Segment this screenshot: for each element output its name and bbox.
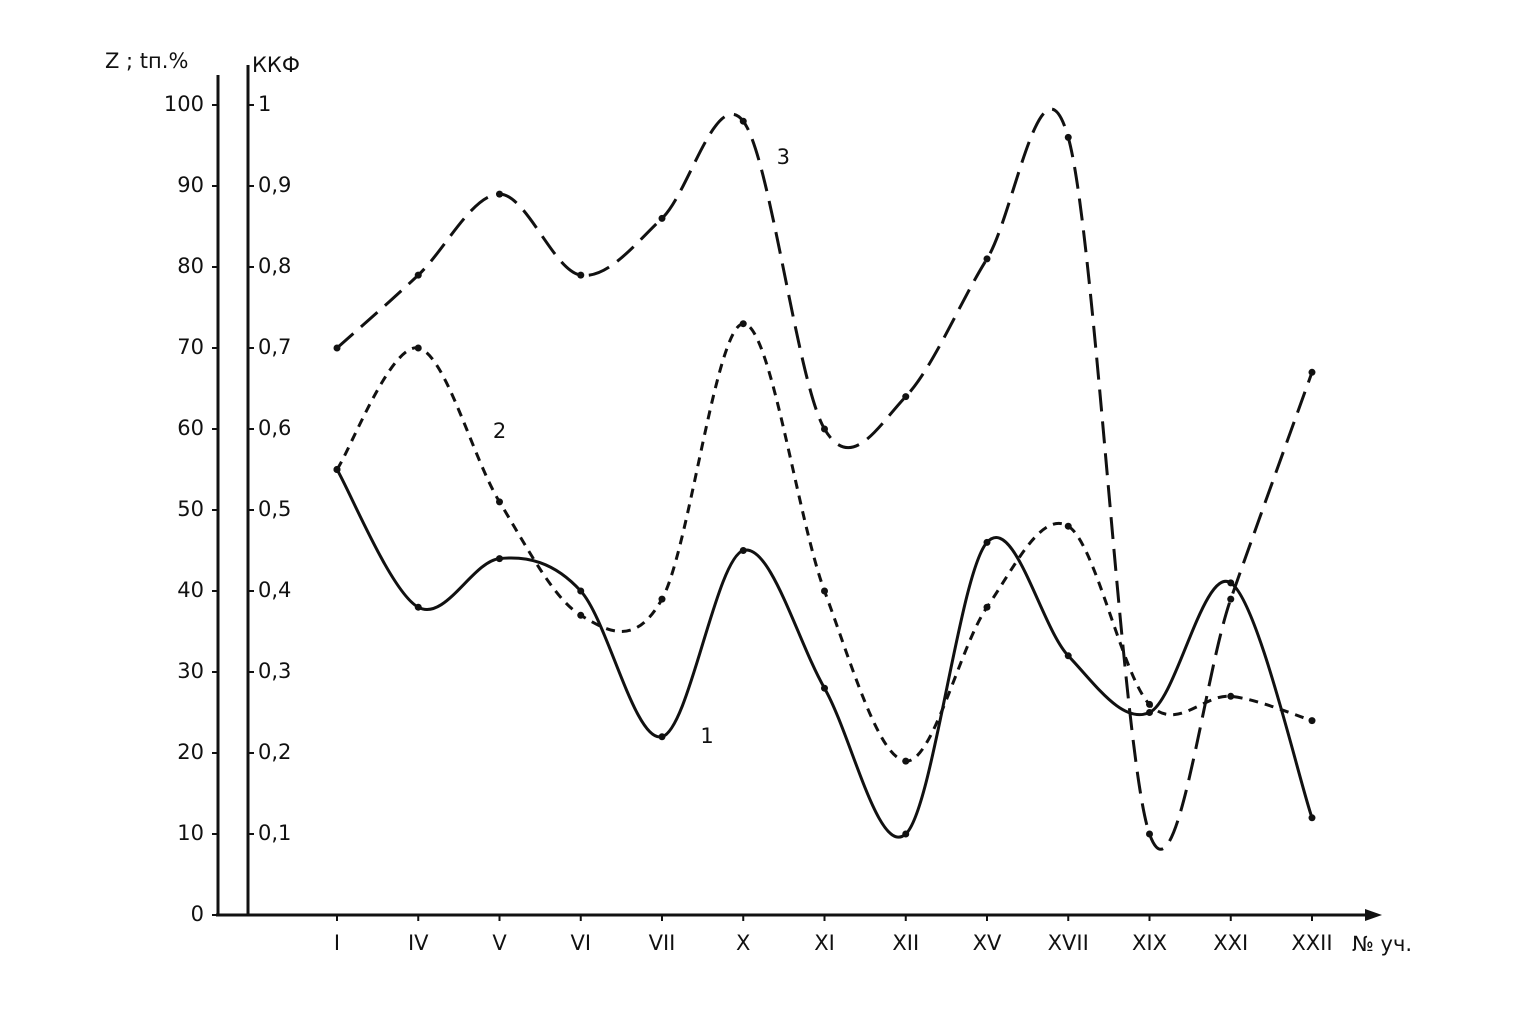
point bbox=[1064, 522, 1072, 530]
y2-axis-title: ККФ bbox=[252, 53, 300, 77]
point bbox=[1308, 814, 1316, 822]
y2-tick-label: 0,4 bbox=[258, 578, 291, 602]
y2-tick-label: 1 bbox=[258, 92, 271, 116]
point bbox=[821, 587, 828, 595]
point bbox=[414, 271, 422, 279]
x-tick-label: XVII bbox=[1048, 931, 1089, 955]
point bbox=[1227, 595, 1235, 603]
y-tick-label: 90 bbox=[177, 173, 204, 197]
x-tick-label: IV bbox=[408, 931, 429, 955]
point bbox=[333, 466, 341, 473]
point bbox=[658, 214, 666, 222]
point bbox=[496, 190, 503, 198]
x-tick-label: XIX bbox=[1132, 931, 1167, 955]
point bbox=[414, 603, 422, 611]
point bbox=[1064, 133, 1072, 141]
x-tick-label: V bbox=[492, 931, 507, 955]
y2-tick-label: 0,2 bbox=[258, 740, 291, 764]
series-line bbox=[335, 468, 1314, 839]
point bbox=[658, 595, 666, 603]
point bbox=[496, 498, 503, 506]
point bbox=[821, 684, 828, 692]
y2-tick-label: 0,9 bbox=[258, 173, 291, 197]
series-label: 3 bbox=[777, 145, 790, 169]
point bbox=[1227, 692, 1235, 700]
series-line bbox=[335, 107, 1314, 851]
y-tick-label: 30 bbox=[177, 659, 204, 683]
x-tick-label: I bbox=[334, 931, 340, 955]
y2-tick-label: 0,5 bbox=[258, 497, 291, 521]
x-tick-label: XXII bbox=[1291, 931, 1332, 955]
y2-tick-label: 0,3 bbox=[258, 659, 291, 683]
x-tick-label: XXI bbox=[1213, 931, 1248, 955]
x-axis-arrow bbox=[1365, 909, 1382, 921]
point bbox=[739, 547, 747, 554]
y-tick-label: 60 bbox=[177, 416, 204, 440]
x-tick-label: VII bbox=[649, 931, 676, 955]
point bbox=[983, 603, 991, 611]
series-label: 1 bbox=[700, 724, 713, 748]
x-axis-title: № уч. bbox=[1352, 932, 1412, 956]
y2-tick-label: 0,1 bbox=[258, 821, 291, 845]
point bbox=[496, 555, 503, 563]
x-tick-label: VI bbox=[570, 931, 591, 955]
point bbox=[739, 320, 747, 328]
point bbox=[739, 117, 747, 125]
point bbox=[902, 757, 910, 765]
point bbox=[1064, 652, 1072, 660]
point bbox=[821, 425, 828, 433]
y2-tick-label: 0,7 bbox=[258, 335, 291, 359]
point bbox=[983, 538, 991, 546]
point bbox=[1146, 700, 1153, 708]
y-tick-label: 80 bbox=[177, 254, 204, 278]
x-tick-label: X bbox=[736, 931, 750, 955]
point bbox=[577, 611, 585, 619]
y-tick-label: 20 bbox=[177, 740, 204, 764]
point bbox=[1146, 709, 1153, 716]
point bbox=[983, 255, 991, 263]
x-tick-label: XII bbox=[892, 931, 919, 955]
point bbox=[658, 733, 666, 741]
y-tick-label: 50 bbox=[177, 497, 204, 521]
point bbox=[1146, 830, 1153, 838]
point bbox=[577, 587, 585, 595]
point bbox=[333, 344, 341, 352]
point bbox=[1308, 368, 1316, 376]
y2-tick-label: 0,6 bbox=[258, 416, 291, 440]
point bbox=[902, 830, 910, 838]
y-tick-label: 100 bbox=[164, 92, 204, 116]
point bbox=[1227, 579, 1235, 587]
y-tick-label: 10 bbox=[177, 821, 204, 845]
point bbox=[1308, 717, 1316, 725]
point bbox=[902, 393, 910, 401]
y-axis-title: Z ; tп.% bbox=[105, 49, 188, 73]
x-tick-label: XV bbox=[973, 931, 1002, 955]
point bbox=[577, 271, 585, 279]
x-tick-label: XI bbox=[814, 931, 835, 955]
y-tick-label: 70 bbox=[177, 335, 204, 359]
y-tick-label: 0 bbox=[191, 902, 204, 926]
series-label: 2 bbox=[493, 419, 506, 443]
y2-tick-label: 0,8 bbox=[258, 254, 291, 278]
point bbox=[414, 344, 422, 352]
y-tick-label: 40 bbox=[177, 578, 204, 602]
